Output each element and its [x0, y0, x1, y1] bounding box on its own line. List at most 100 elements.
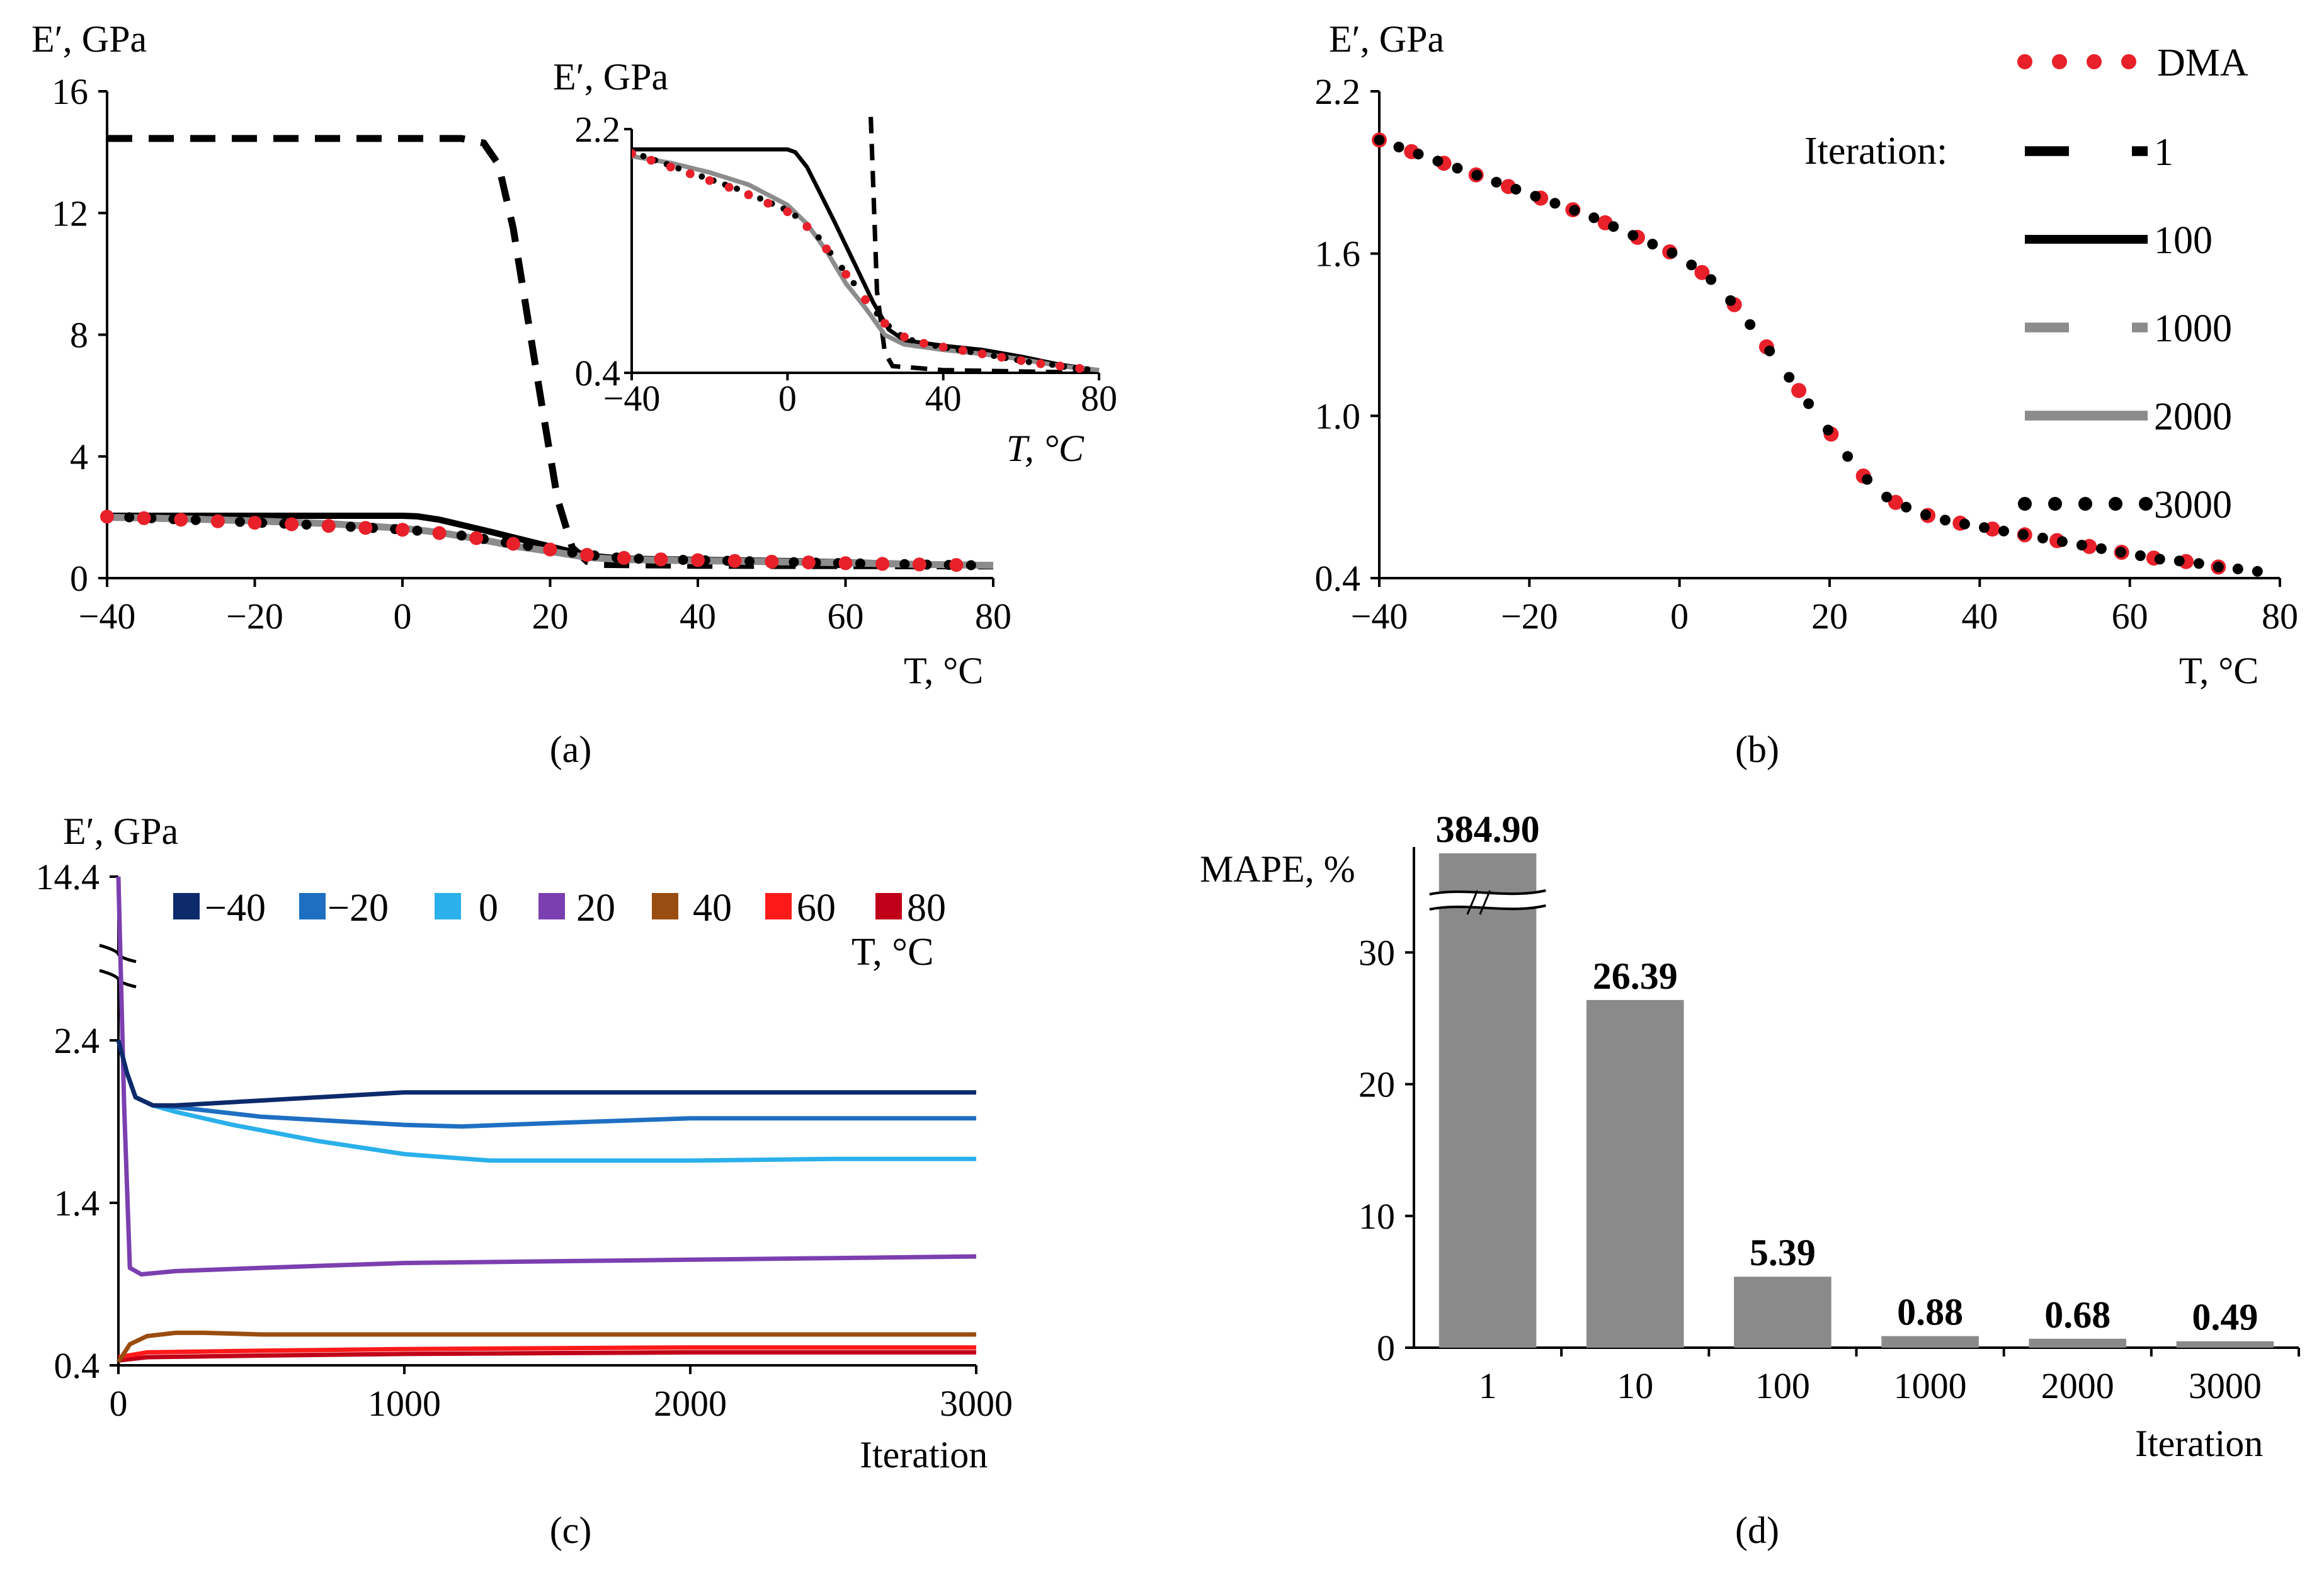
panel-b-legend-label-3000: 3000 — [2154, 484, 2232, 526]
panel-a-ytick-label: 0 — [70, 558, 88, 599]
panel-a-inset-series-DMA-point — [685, 169, 695, 178]
panel-a-inset-series-3000-point — [792, 212, 799, 219]
panel-b-series-3000-point — [1452, 162, 1463, 174]
panel-a-series-3000-point — [744, 556, 755, 567]
panel-d-ylabel: MAPE, % — [1200, 848, 1355, 890]
panel-a-ytick-label: 12 — [52, 193, 88, 234]
panel-d-xtick-label: 2000 — [2041, 1365, 2114, 1406]
panel-c-legend-label-40: 40 — [693, 887, 732, 930]
panel-c-legend-swatch-0 — [435, 893, 461, 919]
panel-d-ytick-label: 10 — [1359, 1196, 1395, 1237]
panel-b-series-3000-point — [1491, 176, 1502, 188]
panel-b-series-3000-point — [1706, 274, 1717, 285]
panel-d-bar-2000 — [2029, 1338, 2127, 1348]
panel-d-value-label-3000: 0.49 — [2192, 1297, 2258, 1338]
panel-d-bar-100 — [1734, 1277, 1831, 1348]
panel-c-axis-break-mark — [99, 969, 137, 989]
panel-d-value-label-10: 26.39 — [1593, 955, 1678, 997]
panel-d-bar-3000 — [2176, 1341, 2274, 1348]
panel-d-bar-1000 — [1881, 1336, 1979, 1348]
panel-b-legend-label-2000: 2000 — [2154, 395, 2232, 438]
panel-b-legend-label-DMA: DMA — [2157, 42, 2248, 84]
panel-d-ytick-label: 0 — [1377, 1328, 1395, 1368]
panel-a-series-3000-point — [855, 558, 865, 569]
panel-c: 0 1000 2000 3000 0.4 1.4 2.4 14.4 −40 −20 0 20 40 60 8… — [36, 856, 1013, 1424]
panel-b-ytick-label: 2.2 — [1315, 71, 1361, 112]
panel-a-inset-series-DMA-point — [822, 244, 831, 254]
panel-a-xtick-label: 60 — [828, 596, 864, 637]
panel-b-series-3000-point — [1920, 509, 1931, 520]
panel-b-series-3000-point — [1569, 205, 1580, 216]
panel-a-inset-series-3000-point — [932, 343, 939, 349]
panel-b-series-3000-point — [2193, 558, 2204, 569]
panel-b-series-3000-point — [1862, 474, 1873, 485]
panel-b-series-3000-point — [2095, 543, 2107, 554]
panel-b-series-3000-point — [1608, 221, 1619, 232]
panel-a-inset-series-DMA-point — [997, 353, 1006, 362]
panel-c-legend-label-20: 20 — [576, 887, 615, 930]
panel-a-xtick-label: −20 — [226, 596, 283, 637]
panel-a-inset-xtick-label: 80 — [1081, 378, 1117, 419]
panel-a-xtick-label: 40 — [680, 596, 716, 637]
panel-b-series-3000-point — [1764, 345, 1775, 356]
panel-a-inset-background — [627, 123, 1104, 379]
panel-a-inset-series-3000-point — [874, 310, 880, 317]
panel-b-ytick-label: 1.6 — [1315, 234, 1361, 275]
panel-b-series-3000-point — [1549, 198, 1561, 209]
panel-b-series-3000-point — [1647, 239, 1658, 250]
panel-a-inset-xlabel: T, °C — [1006, 428, 1085, 469]
panel-a-inset-series-DMA-point — [744, 190, 753, 200]
panel-a-xlabel: T, °C — [904, 650, 983, 691]
panel-d-value-label-100: 5.39 — [1750, 1232, 1816, 1273]
panel-a-inset-series-DMA-point — [938, 343, 948, 352]
panel-a-series-3000-point — [567, 547, 578, 558]
panel-a-series-DMA-point — [210, 514, 225, 528]
panel-c-ytick-label: 1.4 — [54, 1183, 100, 1224]
panel-a-inset-series-DMA-point — [1056, 361, 1065, 371]
panel-b-series-3000-point — [2134, 550, 2146, 561]
panel-b-legend-label-1: 1 — [2154, 131, 2173, 174]
panel-c-legend-label-80: 80 — [907, 887, 946, 930]
panel-a-series-3000-point — [678, 555, 688, 565]
panel-a-inset-series-3000-point — [675, 165, 682, 172]
panel-a-inset-series-3000-point — [698, 173, 705, 180]
panel-b-xtick-label: 60 — [2112, 596, 2148, 637]
panel-a-series-DMA-point — [580, 548, 595, 562]
panel-d-caption: (d) — [1735, 1510, 1779, 1551]
panel-b-series-3000-point — [1901, 501, 1912, 513]
panel-a-caption: (a) — [550, 729, 592, 770]
panel-b-series-3000-point — [2037, 532, 2048, 543]
panel-a-inset-series-DMA-point — [802, 222, 812, 231]
panel-a-inset-series-DMA-point — [1036, 359, 1045, 368]
panel-c-legend-swatch-80 — [875, 893, 902, 919]
panel-a-xtick-label: 80 — [975, 596, 1011, 637]
panel-a-inset-series-3000-point — [909, 337, 916, 344]
panel-b-legend-label-100: 100 — [2154, 219, 2213, 262]
panel-a-series-DMA-point — [100, 509, 114, 524]
panel-a-inset-plot — [632, 117, 1100, 373]
panel-b-legend-swatch-DMA — [2087, 54, 2102, 69]
panel-b-series-3000-point — [1803, 398, 1814, 409]
panel-c-series-40-line — [117, 1330, 976, 1363]
panel-b-series-3000-point — [1881, 491, 1893, 503]
panel-a-series-DMA-point — [432, 526, 447, 540]
panel-c-legend-swatch-40 — [652, 893, 678, 919]
panel-a-series-DMA-point — [506, 537, 520, 551]
panel-a-series-3000-point — [190, 515, 201, 525]
panel-c-series-80-line — [118, 1350, 976, 1363]
panel-c-legend-swatch-−20 — [299, 893, 326, 919]
panel-c-ytick-label: 0.4 — [54, 1345, 100, 1386]
panel-d-xtick-label: 100 — [1755, 1365, 1810, 1406]
panel-b-series-3000-point — [1725, 295, 1736, 306]
panel-c-xtick-label: 3000 — [940, 1383, 1013, 1424]
panel-c-series-60-line — [118, 1345, 976, 1360]
panel-a-series-3000-point — [523, 540, 533, 551]
panel-a-series-3000-point — [899, 559, 910, 569]
panel-a-series-DMA-point — [912, 557, 926, 572]
panel-a-series-DMA-point — [248, 516, 262, 530]
panel-b-xtick-label: 80 — [2262, 596, 2298, 637]
panel-d-xtick-label: 10 — [1617, 1365, 1653, 1406]
panel-b-series-3000-point — [2213, 561, 2224, 572]
panel-a-inset-ylabel: E′, GPa — [553, 56, 668, 98]
